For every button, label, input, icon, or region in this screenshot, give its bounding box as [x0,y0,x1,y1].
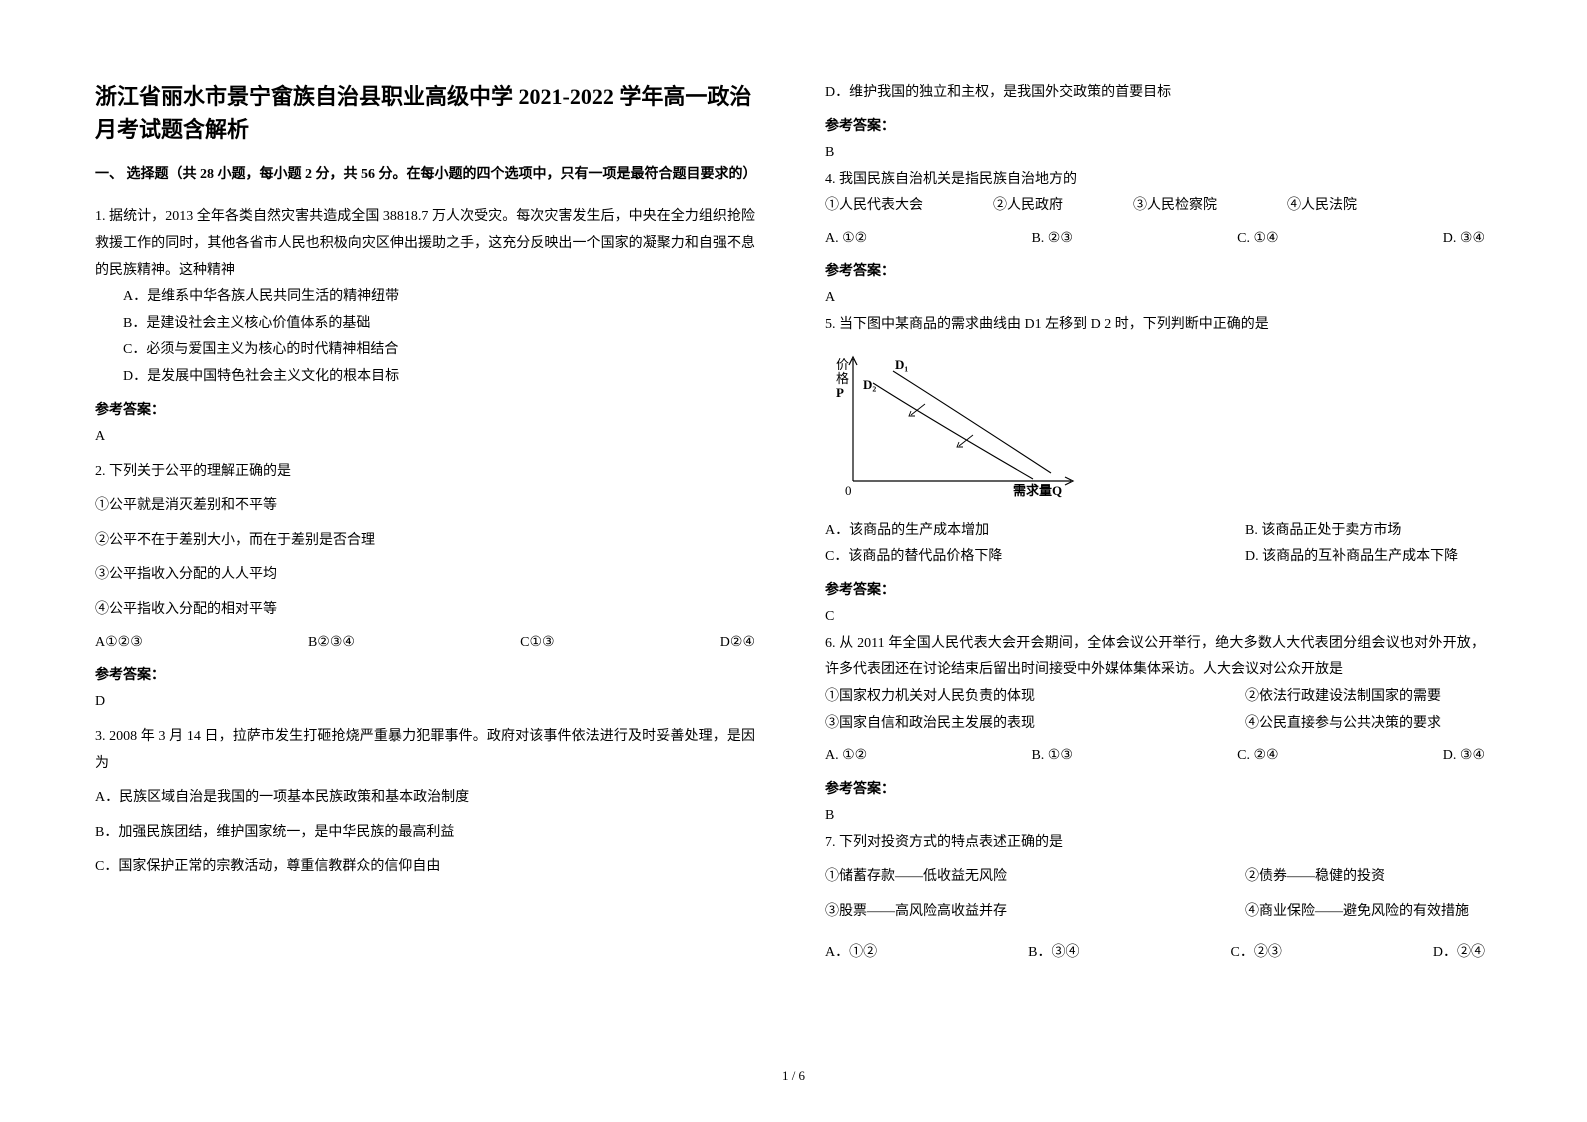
q6-items-row2: ③国家自信和政治民主发展的表现 ④公民直接参与公共决策的要求 [825,711,1485,738]
q7-items-row2: ③股票——高风险高收益并存 ④商业保险——避免风险的有效措施 [825,899,1485,926]
q5-answer: C [825,609,1485,625]
q7-item-2: ②债券——稳健的投资 [1245,864,1485,891]
chart-y-label-2: 格 [836,371,849,386]
q2-opt-b: B②③④ [308,630,355,657]
q3-opt-a: A．民族区域自治是我国的一项基本民族政策和基本政治制度 [95,785,755,812]
question-1: 1. 据统计，2013 全年各类自然灾害共造成全国 38818.7 万人次受灾。… [95,204,755,390]
q5-stem: 5. 当下图中某商品的需求曲线由 D1 左移到 D 2 时，下列判断中正确的是 [825,312,1485,339]
q6-item-4: ④公民直接参与公共决策的要求 [1245,711,1485,738]
chart-d1-label: D₁ [895,357,908,372]
q1-opt-d: D．是发展中国特色社会主义文化的根本目标 [123,364,755,391]
q2-item-3: ③公平指收入分配的人人平均 [95,562,755,589]
q4-options: A. ①② B. ②③ C. ①④ D. ③④ [825,226,1485,253]
q2-options: A①②③ B②③④ C①③ D②④ [95,630,755,657]
q7-opt-c: C．②③ [1231,940,1282,967]
q6-items-row1: ①国家权力机关对人民负责的体现 ②依法行政建设法制国家的需要 [825,684,1485,711]
q4-item-3: ③人民检察院 [1133,193,1217,220]
section-header: 一、 选择题（共 28 小题，每小题 2 分，共 56 分。在每小题的四个选项中… [95,164,755,186]
chart-origin: 0 [845,483,852,498]
question-3: 3. 2008 年 3 月 14 日，拉萨市发生打砸抢烧严重暴力犯罪事件。政府对… [95,724,755,881]
q6-opt-a: A. ①② [825,743,867,770]
q3-answer: B [825,145,1485,161]
question-2: 2. 下列关于公平的理解正确的是 ①公平就是消灭差别和不平等 ②公平不在于差别大… [95,459,755,657]
q2-item-2: ②公平不在于差别大小，而在于差别是否合理 [95,528,755,555]
q7-item-1: ①储蓄存款——低收益无风险 [825,864,1245,891]
q4-stem: 4. 我国民族自治机关是指民族自治地方的 [825,167,1485,194]
chart-y-label-1: 价 [836,357,849,372]
q4-items: ①人民代表大会 ②人民政府 ③人民检察院 ④人民法院 [825,193,1485,220]
q1-opt-c: C．必须与爱国主义为核心的时代精神相结合 [123,337,755,364]
document-title: 浙江省丽水市景宁畲族自治县职业高级中学 2021-2022 学年高一政治月考试题… [95,80,755,146]
demand-curve-svg: 价 格 P D₁ D₂ 0 需求量Q [833,349,1093,499]
q2-opt-a: A①②③ [95,630,143,657]
q1-opt-b: B．是建设社会主义核心价值体系的基础 [123,311,755,338]
q4-opt-d: D. ③④ [1443,226,1485,253]
q4-item-4: ④人民法院 [1287,193,1357,220]
q7-stem: 7. 下列对投资方式的特点表述正确的是 [825,830,1485,857]
q3-opt-c: C．国家保护正常的宗教活动，尊重信教群众的信仰自由 [95,854,755,881]
page-number: 1 / 6 [782,1068,805,1084]
q7-opt-d: D．②④ [1433,940,1485,967]
q1-answer: A [95,429,755,445]
q4-item-2: ②人民政府 [993,193,1063,220]
q4-item-1: ①人民代表大会 [825,193,923,220]
q4-answer-label: 参考答案： [825,260,1485,280]
chart-d2-label: D₂ [863,377,876,392]
q4-opt-a: A. ①② [825,226,867,253]
q3-opt-d: D．维护我国的独立和主权，是我国外交政策的首要目标 [825,80,1485,107]
q5-row-cd: C．该商品的替代品价格下降 D. 该商品的互补商品生产成本下降 [825,544,1485,571]
question-7: 7. 下列对投资方式的特点表述正确的是 ①储蓄存款——低收益无风险 ②债券——稳… [825,830,1485,966]
q5-row-ab: A．该商品的生产成本增加 B. 该商品正处于卖方市场 [825,518,1485,545]
q6-options: A. ①② B. ①③ C. ②④ D. ③④ [825,743,1485,770]
q3-answer-label: 参考答案： [825,115,1485,135]
q5-opt-b: B. 该商品正处于卖方市场 [1245,518,1485,545]
q6-item-2: ②依法行政建设法制国家的需要 [1245,684,1485,711]
q4-opt-c: C. ①④ [1237,226,1278,253]
q7-opt-b: B．③④ [1028,940,1079,967]
question-4: 4. 我国民族自治机关是指民族自治地方的 ①人民代表大会 ②人民政府 ③人民检察… [825,167,1485,253]
q2-opt-d: D②④ [720,630,755,657]
q5-answer-label: 参考答案： [825,579,1485,599]
q2-item-1: ①公平就是消灭差别和不平等 [95,493,755,520]
q3-stem: 3. 2008 年 3 月 14 日，拉萨市发生打砸抢烧严重暴力犯罪事件。政府对… [95,724,755,777]
question-5: 5. 当下图中某商品的需求曲线由 D1 左移到 D 2 时，下列判断中正确的是 [825,312,1485,570]
question-6: 6. 从 2011 年全国人民代表大会开会期间，全体会议公开举行，绝大多数人大代… [825,631,1485,770]
q6-item-1: ①国家权力机关对人民负责的体现 [825,684,1245,711]
q1-opt-a: A．是维系中华各族人民共同生活的精神纽带 [123,284,755,311]
q2-opt-c: C①③ [520,630,554,657]
q6-opt-d: D. ③④ [1443,743,1485,770]
q4-answer: A [825,290,1485,306]
q4-opt-b: B. ②③ [1031,226,1072,253]
q3-opt-b: B．加强民族团结，维护国家统一，是中华民族的最高利益 [95,820,755,847]
chart-x-label: 需求量Q [1013,483,1062,498]
q2-stem: 2. 下列关于公平的理解正确的是 [95,459,755,486]
q7-item-3: ③股票——高风险高收益并存 [825,899,1245,926]
q2-answer: D [95,694,755,710]
q5-opt-d: D. 该商品的互补商品生产成本下降 [1245,544,1485,571]
right-column: D．维护我国的独立和主权，是我国外交政策的首要目标 参考答案： B 4. 我国民… [825,80,1485,966]
q6-answer-label: 参考答案： [825,778,1485,798]
q6-opt-c: C. ②④ [1237,743,1278,770]
q7-options: A．①② B．③④ C．②③ D．②④ [825,940,1485,967]
q7-opt-a: A．①② [825,940,877,967]
q1-stem: 1. 据统计，2013 全年各类自然灾害共造成全国 38818.7 万人次受灾。… [95,204,755,284]
q7-item-4: ④商业保险——避免风险的有效措施 [1245,899,1485,926]
q6-answer: B [825,808,1485,824]
q5-opt-a: A．该商品的生产成本增加 [825,518,1245,545]
chart-y-label-3: P [836,385,844,400]
left-column: 浙江省丽水市景宁畲族自治县职业高级中学 2021-2022 学年高一政治月考试题… [95,80,755,966]
q2-answer-label: 参考答案： [95,664,755,684]
q5-demand-chart: 价 格 P D₁ D₂ 0 需求量Q [833,349,1485,510]
q5-opt-c: C．该商品的替代品价格下降 [825,544,1245,571]
q2-item-4: ④公平指收入分配的相对平等 [95,597,755,624]
q6-opt-b: B. ①③ [1031,743,1072,770]
q1-answer-label: 参考答案： [95,399,755,419]
q6-item-3: ③国家自信和政治民主发展的表现 [825,711,1245,738]
q6-stem: 6. 从 2011 年全国人民代表大会开会期间，全体会议公开举行，绝大多数人大代… [825,631,1485,684]
q7-items-row1: ①储蓄存款——低收益无风险 ②债券——稳健的投资 [825,864,1485,891]
